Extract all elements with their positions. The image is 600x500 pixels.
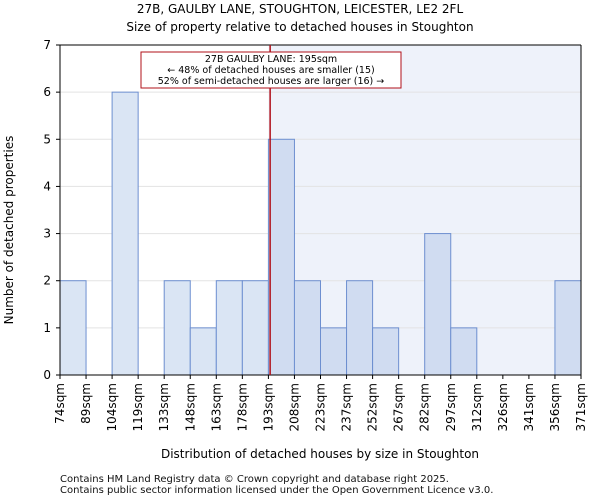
y-tick-label: 7 (43, 38, 51, 52)
footer-line-2: Contains public sector information licen… (60, 485, 494, 496)
y-tick-label: 0 (43, 368, 51, 382)
x-tick-label: 297sqm (444, 383, 458, 431)
x-tick-label: 193sqm (261, 383, 275, 431)
chart-subtitle: Size of property relative to detached ho… (126, 20, 473, 34)
x-tick-label: 89sqm (79, 383, 93, 424)
annotation-line-2: ← 48% of detached houses are smaller (15… (167, 65, 374, 76)
y-axis-label: Number of detached properties (2, 136, 16, 325)
x-axis-label: Distribution of detached houses by size … (161, 447, 479, 461)
x-tick-label: 119sqm (131, 383, 145, 431)
bar (163, 280, 191, 376)
annotation-box (140, 51, 402, 89)
bar (215, 280, 243, 376)
bar (189, 327, 217, 376)
x-tick-label: 133sqm (157, 383, 171, 431)
x-tick-label: 163sqm (209, 383, 223, 431)
y-tick-label: 4 (43, 179, 51, 193)
x-tick-label: 341sqm (522, 383, 536, 431)
bar (346, 280, 374, 376)
x-tick-label: 223sqm (314, 383, 328, 431)
x-tick-label: 267sqm (392, 383, 406, 431)
y-tick-label: 2 (43, 274, 51, 288)
x-tick-label: 282sqm (418, 383, 432, 431)
bar (372, 327, 400, 376)
x-tick-label: 237sqm (340, 383, 354, 431)
x-tick-label: 74sqm (53, 383, 67, 424)
y-tick-label: 6 (43, 85, 51, 99)
bar (320, 327, 348, 376)
bar (554, 280, 582, 376)
y-tick-label: 3 (43, 227, 51, 241)
x-tick-label: 104sqm (105, 383, 119, 431)
bar (424, 233, 452, 376)
x-tick-label: 326sqm (496, 383, 510, 431)
annotation-line-1: 27B GAULBY LANE: 195sqm (205, 54, 337, 65)
annotation-line-3: 52% of semi-detached houses are larger (… (158, 76, 385, 87)
bar (59, 280, 87, 376)
x-tick-label: 371sqm (574, 383, 588, 431)
bar (293, 280, 322, 376)
x-tick-label: 356sqm (548, 383, 562, 431)
x-tick-label: 178sqm (235, 383, 249, 431)
x-tick-label: 148sqm (183, 383, 197, 431)
y-tick-label: 1 (43, 321, 51, 335)
x-tick-label: 252sqm (366, 383, 380, 431)
chart-title: 27B, GAULBY LANE, STOUGHTON, LEICESTER, … (137, 2, 464, 16)
x-tick-label: 208sqm (287, 383, 301, 431)
x-tick-label: 312sqm (470, 383, 484, 431)
bar (241, 280, 269, 376)
bar (111, 91, 139, 376)
bar (267, 138, 295, 376)
footer-line-1: Contains HM Land Registry data © Crown c… (60, 474, 449, 485)
y-tick-label: 5 (43, 132, 51, 146)
bar (450, 327, 478, 376)
